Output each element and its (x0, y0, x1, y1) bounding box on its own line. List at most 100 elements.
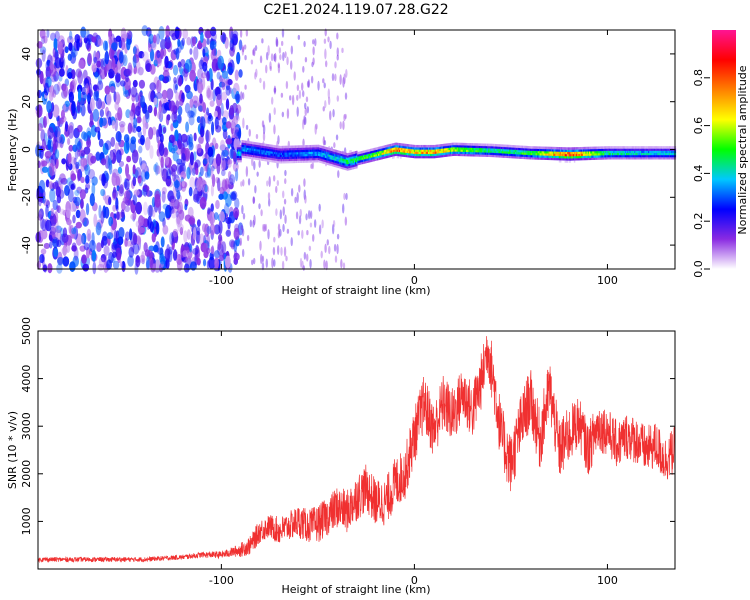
spectrogram-cell (299, 156, 301, 159)
spectrogram-cell (590, 148, 592, 152)
spectrogram-cell (242, 144, 245, 148)
spectrogram-cell (647, 154, 650, 158)
spectrogram-cell (453, 146, 455, 150)
spectrogram-cell (272, 157, 275, 161)
spectrogram-cell (629, 154, 631, 158)
spectrogram-cell (320, 147, 322, 151)
spectrogram-cell (360, 153, 363, 156)
spectrogram-cell (281, 150, 284, 153)
spectrogram-cell (321, 158, 323, 162)
spectrogram-cell (310, 144, 313, 148)
spectrogram-cell (269, 61, 272, 70)
spectrogram-cell (397, 149, 400, 152)
spectrogram-cell (133, 67, 137, 75)
spectrogram-cell (508, 149, 511, 152)
spectrogram-cell (629, 152, 631, 156)
spectrogram-cell (321, 150, 323, 153)
spectrogram-cell (665, 154, 667, 158)
spectrogram-cell (324, 153, 327, 156)
spectrogram-cell (99, 66, 106, 80)
spectrogram-cell (214, 142, 219, 150)
spectrogram-cell (375, 153, 378, 157)
spectrogram-cell (493, 143, 496, 147)
spectrogram-cell (645, 150, 648, 154)
spectrogram-cell (661, 154, 664, 158)
spectrogram-cell (553, 155, 555, 159)
spectrogram-cell (429, 151, 431, 155)
spectrogram-cell (242, 155, 245, 158)
spectrogram-cell (243, 142, 246, 146)
spectrogram-cell (622, 146, 624, 149)
spectrogram-cell (168, 100, 176, 112)
spectrogram-cell (92, 84, 98, 92)
spectrogram-cell (258, 153, 261, 157)
spectrogram-cell (520, 147, 523, 151)
spectrogram-cell (350, 162, 352, 166)
spectrogram-cell (630, 150, 633, 154)
spectrogram-y-tick-label: -40 (20, 236, 33, 254)
spectrogram-cell (513, 147, 516, 150)
spectrogram-cell (564, 155, 567, 159)
spectrogram-cell (654, 154, 657, 158)
spectrogram-cell (631, 148, 634, 151)
spectrogram-cell (526, 152, 528, 155)
spectrogram-cell (418, 151, 421, 155)
spectrogram-cell (585, 146, 587, 150)
spectrogram-cell (77, 124, 83, 133)
spectrogram-cell (233, 240, 238, 253)
spectrogram-cell (317, 146, 320, 150)
spectrogram-cell (467, 145, 469, 148)
spectrogram-cell (573, 151, 576, 155)
spectrogram-cell (390, 152, 393, 155)
spectrogram-cell (625, 146, 628, 149)
spectrogram-cell (402, 154, 404, 157)
spectrogram-cell (639, 156, 642, 160)
spectrogram-cell (612, 154, 614, 158)
spectrogram-cell (599, 157, 601, 160)
spectrogram-cell (308, 157, 311, 161)
spectrogram-cell (352, 166, 355, 170)
spectrogram-cell (492, 152, 495, 156)
spectrogram-cell (434, 144, 437, 148)
spectrogram-cell (404, 152, 407, 155)
spectrogram-cell (429, 147, 431, 150)
spectrogram-x-ticks: -100 0 100 (209, 30, 618, 287)
spectrogram-cell (511, 147, 513, 150)
spectrogram-cell (533, 148, 535, 151)
spectrogram-cell (290, 152, 292, 155)
spectrogram-cell (331, 159, 334, 163)
spectrogram-cell (467, 149, 469, 153)
spectrogram-cell (448, 147, 451, 150)
spectrogram-cell (363, 156, 365, 160)
spectrogram-cell (426, 155, 429, 159)
spectrogram-cell (657, 148, 659, 151)
spectrogram-cell (395, 149, 397, 152)
spectrogram-cell (358, 160, 360, 163)
spectrogram-cell (343, 160, 345, 164)
spectrogram-cell (298, 160, 300, 163)
spectrogram-cell (287, 147, 290, 151)
spectrogram-cell (485, 145, 488, 149)
spectrogram-cell (398, 145, 401, 148)
spectrogram-cell (577, 155, 579, 159)
colorbar-tick-label: 0.6 (692, 117, 705, 135)
spectrogram-cell (619, 146, 621, 149)
spectrogram-cell (169, 30, 176, 37)
spectrogram-cell (541, 150, 543, 154)
spectrogram-cell (455, 144, 458, 148)
spectrogram-cell (307, 147, 309, 150)
spectrogram-cell (243, 153, 246, 156)
spectrogram-cell (380, 148, 382, 151)
spectrogram-cell (614, 150, 616, 154)
spectrogram-cell (301, 151, 304, 155)
spectrogram-cell (287, 145, 290, 149)
spectrogram-cell (243, 140, 246, 144)
spectrogram-cell (274, 52, 277, 63)
spectrogram-cell (341, 47, 344, 54)
spectrogram-cell (533, 156, 535, 160)
spectrogram-cell (350, 150, 352, 153)
spectrogram-cell (242, 179, 245, 187)
spectrogram-cell (568, 151, 570, 155)
spectrogram-cell (317, 157, 320, 161)
spectrogram-cell (491, 154, 494, 158)
